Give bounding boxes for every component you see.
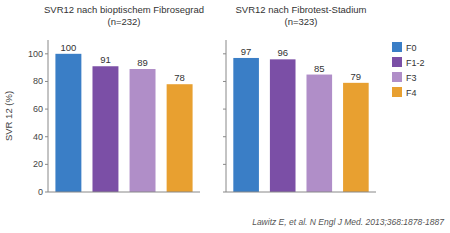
y-tick <box>223 192 226 193</box>
chart-title: SVR12 nach bioptischem Fibrosegrad <box>44 4 204 15</box>
data-label: 79 <box>351 71 362 82</box>
data-label: 89 <box>137 57 148 68</box>
legend-swatch <box>392 72 402 82</box>
footnote: Lawitz E, et al. N Engl J Med. 2013;368:… <box>252 217 444 227</box>
legend-swatch <box>392 87 402 97</box>
legend-swatch <box>392 57 402 67</box>
data-label: 78 <box>174 72 185 83</box>
data-label: 100 <box>60 42 76 53</box>
data-label: 85 <box>314 63 325 74</box>
legend: F0 F1-2 F3 F4 <box>392 42 425 98</box>
bar <box>306 75 332 192</box>
chart-title: SVR12 nach Fibrotest-Stadium <box>236 4 367 15</box>
y-tick-label: 100 <box>28 49 43 59</box>
bar <box>233 58 259 192</box>
x-axis <box>226 192 376 193</box>
x-axis <box>48 192 200 193</box>
legend-label: F4 <box>406 88 417 98</box>
y-axis <box>226 40 227 192</box>
data-label: 91 <box>100 54 111 65</box>
y-tick-label: 60 <box>33 104 43 114</box>
y-tick <box>45 81 48 82</box>
y-tick <box>223 81 226 82</box>
y-tick-label: 0 <box>38 187 43 197</box>
bars <box>55 54 192 192</box>
chart-subtitle: (n=232) <box>107 16 140 27</box>
legend-swatch <box>392 42 402 52</box>
y-tick <box>223 136 226 137</box>
legend-label: F0 <box>406 43 417 53</box>
panel: SVR12 nach Fibrotest-Stadium(n=323) 97 96 8… <box>223 4 376 192</box>
bar <box>343 83 369 192</box>
y-tick <box>45 164 48 165</box>
legend-label: F1-2 <box>406 58 425 68</box>
bars <box>233 58 368 192</box>
y-tick <box>223 109 226 110</box>
chart-root: SVR12 nach bioptischem Fibrosegrad(n=232… <box>0 0 450 233</box>
y-tick <box>45 109 48 110</box>
y-tick <box>45 53 48 54</box>
y-tick <box>45 136 48 137</box>
y-axis <box>48 40 49 192</box>
legend-label: F3 <box>406 73 417 83</box>
bar <box>55 54 81 192</box>
y-tick <box>45 192 48 193</box>
chart-subtitle: (n=323) <box>284 16 317 27</box>
panel: SVR12 nach bioptischem Fibrosegrad(n=232… <box>3 4 204 197</box>
y-axis-label: SVR 12 (%) <box>3 91 14 141</box>
y-tick <box>223 53 226 54</box>
y-tick-label: 20 <box>33 159 43 169</box>
y-tick <box>223 164 226 165</box>
bar <box>92 66 118 192</box>
data-label: 96 <box>277 47 288 58</box>
bar <box>270 59 296 192</box>
data-label: 97 <box>241 46 252 57</box>
y-tick-label: 40 <box>33 132 43 142</box>
bar <box>167 84 193 192</box>
y-tick-label: 80 <box>33 76 43 86</box>
bar <box>130 69 156 192</box>
